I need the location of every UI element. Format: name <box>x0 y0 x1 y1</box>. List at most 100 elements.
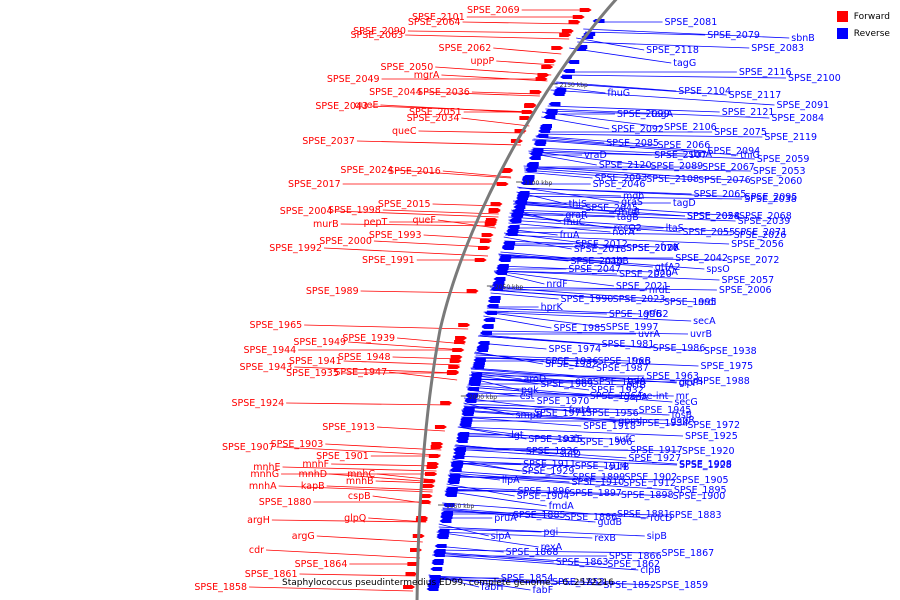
forward-feature-mark <box>484 222 497 226</box>
forward-leader-line <box>376 426 445 432</box>
reverse-label-spse-1927: SPSE_1927 <box>628 453 681 464</box>
reverse-feature-mark <box>481 324 494 328</box>
reverse-leader-line <box>518 187 743 198</box>
reverse-leader-line <box>500 256 725 261</box>
reverse-label-spse-2092: SPSE_2092 <box>611 124 664 135</box>
forward-leader-line <box>392 356 461 360</box>
reverse-label-spse-2075: SPSE_2075 <box>714 127 767 138</box>
forward-label-mnhd: mnhD <box>298 469 327 480</box>
reverse-leader-line <box>432 554 639 571</box>
reverse-label-spse-2120: SPSE_2120 <box>599 160 652 171</box>
reverse-leader-line <box>467 384 622 398</box>
reverse-leader-line <box>547 105 720 113</box>
reverse-leader-line <box>458 432 613 440</box>
reverse-leader-line <box>439 528 542 533</box>
forward-feature-mark <box>426 465 439 469</box>
forward-feature-mark <box>410 548 423 552</box>
reverse-label-spse-1862: SPSE_1862 <box>607 559 660 570</box>
forward-leader-line <box>397 337 466 345</box>
reverse-leader-line <box>541 111 663 128</box>
reverse-label-spse-2046: SPSE_2046 <box>593 179 646 190</box>
reverse-feature-mark <box>452 455 465 459</box>
reverse-label-fmda: fmdA <box>549 501 575 512</box>
reverse-leader-line <box>489 286 696 303</box>
forward-leader-line <box>405 34 570 40</box>
forward-feature-mark <box>568 20 581 24</box>
ruler-tick-label: 2050 kbp <box>495 284 523 291</box>
reverse-feature-mark <box>554 88 567 92</box>
reverse-label-frua: fruA <box>560 230 580 241</box>
reverse-label-spse-1982: SPSE_1982 <box>545 359 598 370</box>
forward-leader-line <box>331 463 438 467</box>
reverse-leader-line <box>583 28 790 39</box>
reverse-feature-mark <box>490 287 503 291</box>
legend: Forward Reverse <box>836 8 890 42</box>
reverse-feature-mark <box>498 258 511 262</box>
reverse-feature-mark <box>538 129 551 133</box>
reverse-feature-mark <box>487 299 500 303</box>
reverse-label-spse-1897: SPSE_1897 <box>569 488 622 499</box>
reverse-label-spse-2085: SPSE_2085 <box>606 138 659 149</box>
reverse-leader-line <box>495 270 720 281</box>
reverse-label-rexb: rexB <box>594 533 616 544</box>
forward-leader-line <box>395 169 512 179</box>
reverse-feature-mark <box>514 200 527 204</box>
reverse-label-spse-2026: SPSE_2026 <box>734 230 787 241</box>
ruler-tick-label: 2000 kbp <box>469 394 497 401</box>
forward-label-argh: argH <box>247 515 270 526</box>
reverse-feature-mark <box>495 269 508 273</box>
reverse-leader-line <box>463 406 533 414</box>
reverse-label-spse-2106: SPSE_2106 <box>664 122 717 133</box>
legend-item-reverse: Reverse <box>836 25 890 42</box>
reverse-label-spse-2093: SPSE_2093 <box>595 173 648 184</box>
reverse-leader-line <box>518 195 743 200</box>
reverse-label-sbnb: sbnB <box>791 33 815 44</box>
reverse-label-tagd: tagD <box>673 198 696 209</box>
reverse-label-spse-2119: SPSE_2119 <box>764 132 817 143</box>
reverse-label-spse-2019: SPSE_2019 <box>570 256 623 267</box>
reverse-leader-line <box>442 502 649 519</box>
reverse-feature-mark <box>434 544 447 548</box>
ruler-tick-label: 1950 kbp <box>446 503 474 510</box>
reverse-leader-line <box>428 574 531 591</box>
forward-feature-mark <box>501 168 514 172</box>
forward-feature-mark <box>477 246 490 250</box>
reverse-label-spse-1945: SPSE_1945 <box>639 405 692 416</box>
reverse-feature-mark <box>428 575 441 579</box>
reverse-leader-line <box>483 311 604 328</box>
reverse-feature-mark <box>560 75 573 79</box>
reverse-label-arod: aroD <box>524 374 547 385</box>
reverse-feature-mark <box>507 225 520 229</box>
forward-label-spse-2016: SPSE_2016 <box>388 166 441 177</box>
reverse-label-spso: spsO <box>706 264 729 275</box>
reverse-leader-line <box>556 81 677 92</box>
reverse-feature-mark <box>567 60 580 64</box>
forward-label-spse-2063: SPSE_2063 <box>350 30 403 41</box>
forward-leader-line <box>316 535 423 543</box>
reverse-label-spse-2079: SPSE_2079 <box>707 30 760 41</box>
reverse-leader-line <box>470 367 677 384</box>
forward-feature-mark <box>559 33 572 37</box>
reverse-leader-line <box>493 270 614 287</box>
forward-label-spse-1998: SPSE_1998 <box>328 205 381 216</box>
reverse-leader-line <box>490 292 559 300</box>
forward-feature-mark <box>524 103 537 107</box>
reverse-feature-mark <box>468 382 481 386</box>
reverse-leader-line <box>505 234 730 245</box>
reverse-leader-line <box>471 371 574 382</box>
forward-label-spse-1949: SPSE_1949 <box>293 337 346 348</box>
reverse-label-spse-2083: SPSE_2083 <box>751 43 804 54</box>
forward-leader-line <box>304 324 469 330</box>
reverse-label-spse-1905: SPSE_1905 <box>676 475 729 486</box>
reverse-label-spse-1854: SPSE_1854 <box>501 573 554 584</box>
forward-feature-mark <box>448 365 461 369</box>
map-caption: Staphylococcus pseudintermedius ED99, co… <box>282 578 614 588</box>
ruler-tick-label: 2150 kbp <box>560 82 588 89</box>
reverse-label-spse-1929: SPSE_1929 <box>522 466 575 477</box>
reverse-label-nrdi: nrdI <box>698 297 717 308</box>
forward-feature-mark <box>529 90 542 94</box>
reverse-feature-mark <box>536 134 549 138</box>
reverse-label-sipa: sipA <box>491 531 512 542</box>
ruler-tick-label: 2100 kbp <box>524 180 552 187</box>
reverse-leader-line <box>503 236 572 250</box>
